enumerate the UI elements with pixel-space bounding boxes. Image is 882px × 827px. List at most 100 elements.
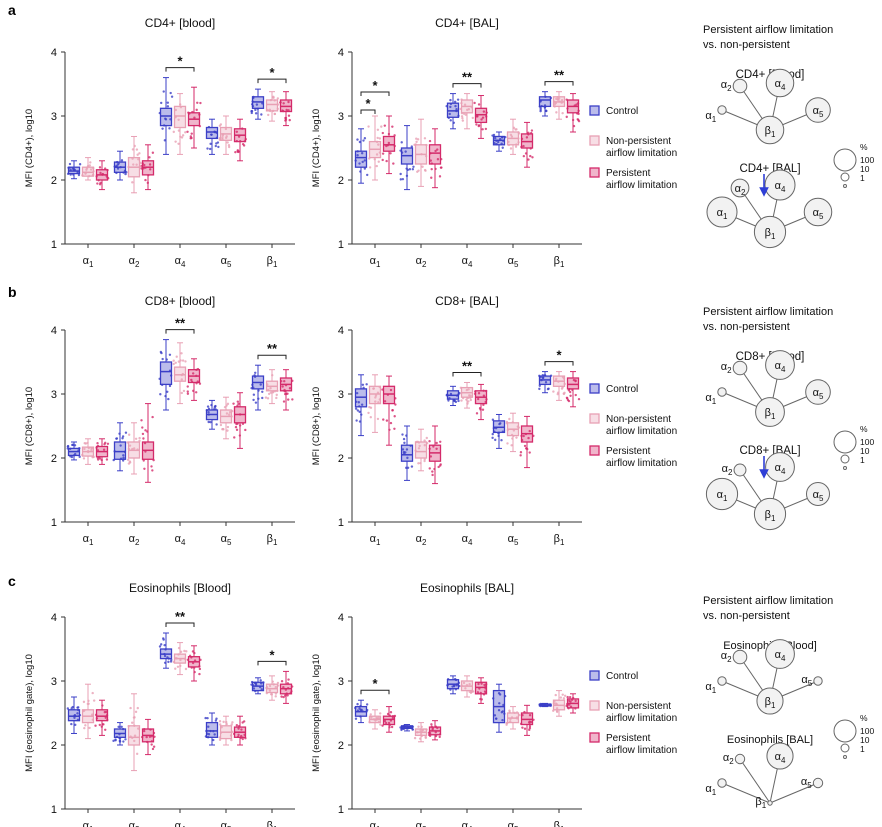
box-2-0 [381,706,397,733]
data-point [501,146,504,149]
data-point [207,420,210,424]
box-1-0 [367,374,382,433]
data-point [195,108,198,112]
data-point [477,124,481,128]
data-point [417,447,421,450]
data-point [279,101,282,104]
data-point [250,680,254,684]
legend-label: airflow limitation [606,713,677,724]
data-point [411,168,415,171]
scale-value: 10 [860,164,870,174]
data-point [266,383,269,386]
data-point [143,163,146,167]
network-node-label-subscript: 5 [808,679,813,688]
data-point [453,100,457,103]
data-point [467,396,470,400]
box-1-1 [414,428,429,472]
data-point [491,436,494,440]
data-point [419,461,422,465]
data-point [290,685,294,688]
data-point [410,145,413,148]
data-point [276,684,280,687]
data-point [141,432,145,436]
network-node-label-subscript: 5 [819,494,824,503]
network-node-label-letter: α [775,78,782,90]
data-point [285,392,288,396]
data-point [406,727,410,730]
data-point [517,137,520,140]
y-tick-label: 2 [51,175,57,187]
data-point [168,353,172,356]
significance-label: * [365,96,371,111]
data-point [574,393,577,397]
data-point [430,176,433,179]
x-tick-letter: β [267,820,273,827]
network-node-label: α1 [705,681,716,695]
data-point [121,459,125,462]
data-point [209,729,212,733]
data-point [251,100,254,103]
data-point [549,703,552,706]
data-point [130,721,134,724]
data-point [403,441,406,445]
data-point [276,97,280,100]
data-point [466,402,469,405]
y-tick-label: 4 [338,47,344,59]
data-point [365,383,368,386]
bracket-line [165,329,195,334]
data-point [120,159,124,162]
network-node-label-subscript: 1 [771,130,776,139]
data-point [566,398,570,402]
data-point [507,143,511,147]
data-point [446,683,450,686]
scale-circle-medium [840,454,850,464]
network-node [756,687,784,715]
data-point [266,397,270,400]
network-panel-1: Persistent airflow limitation vs. non-per… [703,306,874,531]
data-point [375,164,378,168]
x-tick-subscript: 4 [468,260,473,269]
data-point [561,375,565,379]
data-point [285,692,288,695]
box-1-0 [367,115,383,181]
data-point [258,685,262,689]
data-point [235,422,238,426]
data-point [424,736,427,740]
bracket-line [452,83,482,88]
box-0-0 [66,696,82,734]
data-point [287,109,290,112]
y-tick-label: 2 [51,453,57,465]
data-point [261,102,264,105]
data-point [492,426,496,430]
data-point [123,169,127,173]
y-tick-label: 1 [338,804,344,816]
data-point [374,719,377,722]
data-point [243,139,246,143]
data-point [230,415,233,418]
data-point [92,166,95,170]
data-point [460,111,464,115]
data-point [523,710,526,714]
data-point [239,139,242,143]
data-point [112,739,115,743]
data-point [117,725,120,729]
significance-bracket: * [360,96,376,114]
data-point [181,134,185,137]
bracket-line [360,109,376,114]
data-point [477,682,480,686]
data-point [254,682,257,685]
network-node-label-subscript: 5 [807,781,812,790]
network-node-label-subscript: 5 [819,392,824,401]
data-point [445,393,449,396]
data-point [269,391,273,394]
data-point [240,734,243,738]
data-point [183,657,187,660]
data-point [378,385,382,389]
network-node-label: β1 [765,509,776,523]
data-point [512,429,516,432]
box-0-2 [445,93,460,130]
network-node-label: β1 [765,696,776,710]
chart-title: Eosinophils [Blood] [129,581,231,595]
data-point [434,167,437,171]
data-point [170,95,174,98]
